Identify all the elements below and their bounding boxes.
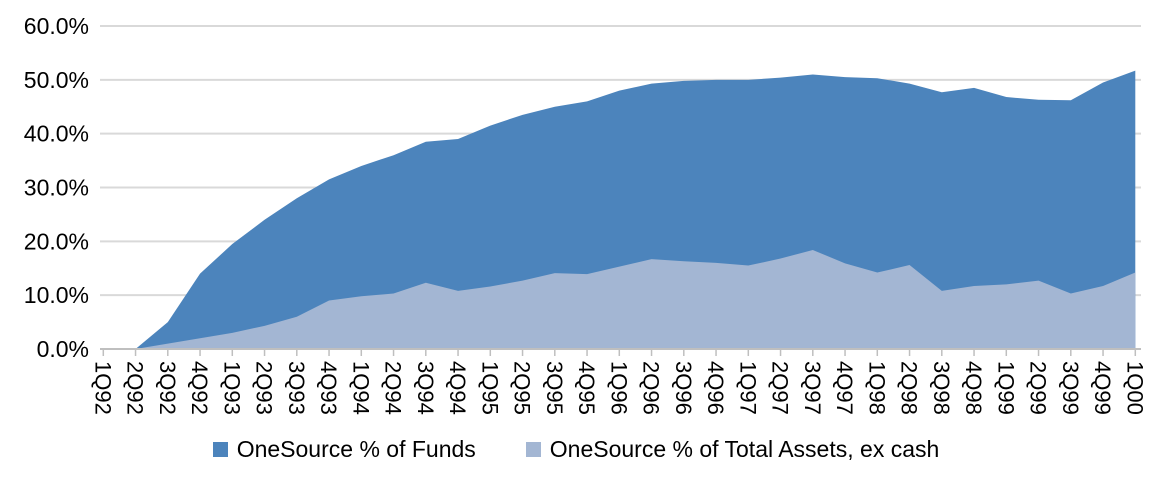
x-axis-label: 3Q98 xyxy=(929,361,954,415)
y-axis-label: 40.0% xyxy=(24,121,89,147)
legend: OneSource % of Funds OneSource % of Tota… xyxy=(0,438,1152,461)
x-axis-label: 1Q95 xyxy=(477,361,502,415)
x-axis-label: 2Q94 xyxy=(381,361,406,415)
x-axis-label: 2Q99 xyxy=(1026,361,1051,415)
x-axis-label: 4Q92 xyxy=(187,361,212,415)
area-total-assets xyxy=(103,249,1136,349)
x-axis-label: 3Q96 xyxy=(671,361,696,415)
x-axis-label: 4Q94 xyxy=(445,361,470,415)
x-axis-label: 1Q98 xyxy=(864,361,889,415)
x-axis-label: 4Q96 xyxy=(703,361,728,415)
x-axis-label: 1Q96 xyxy=(606,361,631,415)
x-axis-label: 3Q95 xyxy=(542,361,567,415)
legend-swatch-funds-icon xyxy=(212,442,228,457)
y-axis-label: 50.0% xyxy=(24,67,89,93)
x-axis-label: 3Q99 xyxy=(1058,361,1083,415)
x-axis-label: 2Q93 xyxy=(252,361,277,415)
x-axis-label: 3Q93 xyxy=(284,361,309,415)
y-axis-label: 30.0% xyxy=(24,175,89,201)
x-axis-label: 3Q92 xyxy=(155,361,180,415)
x-axis-label: 1Q99 xyxy=(993,361,1018,415)
x-axis-label: 4Q97 xyxy=(832,361,857,415)
y-axis-label: 60.0% xyxy=(24,13,89,39)
x-axis-label: 2Q95 xyxy=(510,361,535,415)
legend-label-funds: OneSource % of Funds xyxy=(236,436,476,462)
legend-item-funds: OneSource % of Funds xyxy=(212,436,476,462)
x-axis-label: 1Q97 xyxy=(735,361,760,415)
x-axis-label: 4Q95 xyxy=(574,361,599,415)
x-axis-label: 3Q94 xyxy=(413,361,438,415)
x-axis-label: 2Q98 xyxy=(897,361,922,415)
y-axis-label: 10.0% xyxy=(24,282,89,308)
x-axis-label: 4Q93 xyxy=(316,361,341,415)
x-axis-label: 1Q00 xyxy=(1122,361,1147,415)
x-axis-label: 1Q92 xyxy=(90,361,115,415)
legend-swatch-total-assets-icon xyxy=(525,442,541,457)
x-axis-label: 4Q99 xyxy=(1090,361,1115,415)
y-axis-label: 20.0% xyxy=(24,228,89,254)
x-axis-label: 3Q97 xyxy=(800,361,825,415)
x-axis-label: 2Q97 xyxy=(768,361,793,415)
x-axis-label: 1Q94 xyxy=(348,361,373,415)
x-axis-label: 2Q92 xyxy=(123,361,148,415)
x-axis-label: 2Q96 xyxy=(639,361,664,415)
legend-label-total-assets: OneSource % of Total Assets, ex cash xyxy=(549,436,940,462)
x-axis-label: 1Q93 xyxy=(219,361,244,415)
legend-item-total-assets: OneSource % of Total Assets, ex cash xyxy=(525,436,940,462)
y-axis-label: 0.0% xyxy=(37,336,89,362)
x-axis-label: 4Q98 xyxy=(961,361,986,415)
